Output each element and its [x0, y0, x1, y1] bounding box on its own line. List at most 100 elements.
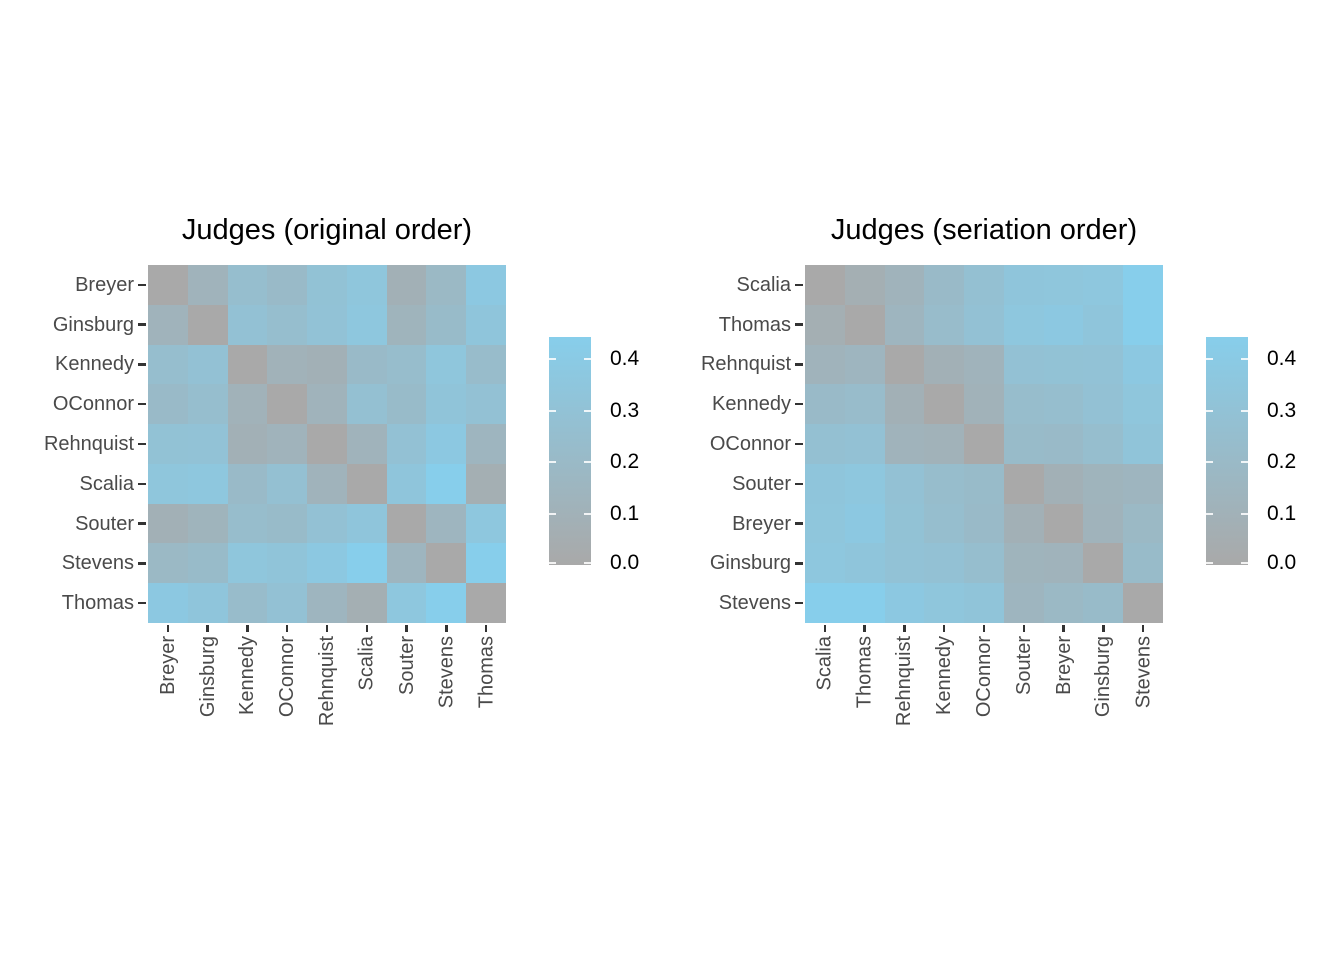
x-axis-label: OConnor: [973, 636, 995, 718]
x-axis-tick: [823, 625, 827, 632]
y-axis-tick: [138, 482, 146, 486]
y-axis-label: Kennedy: [712, 393, 791, 416]
heatmap-cell: [387, 464, 426, 504]
heatmap-cell: [188, 504, 228, 543]
heatmap-cell: [466, 504, 506, 543]
heatmap-cell: [347, 464, 387, 504]
heatmap-cell: [267, 305, 307, 345]
heatmap-cell: [387, 543, 426, 583]
heatmap-cell: [387, 305, 426, 345]
colorbar-tick: [1241, 358, 1248, 360]
heatmap-cell: [1083, 305, 1123, 345]
heatmap-cell: [307, 265, 347, 305]
y-axis-tick: [795, 522, 803, 525]
heatmap-cell: [228, 464, 267, 504]
heatmap-cell: [228, 265, 267, 305]
colorbar-tick: [584, 562, 591, 564]
x-axis-label: Scalia: [355, 636, 378, 691]
x-axis-label: Stevens: [1132, 636, 1155, 709]
x-axis-label: Thomas: [475, 636, 498, 709]
heatmap-cell: [805, 583, 845, 623]
heatmap-cell: [307, 345, 347, 384]
heatmap-cell: [885, 464, 924, 504]
y-axis-tick: [795, 323, 803, 326]
heatmap-cell: [188, 384, 228, 424]
heatmap-cell: [885, 345, 924, 384]
heatmap-cell: [228, 504, 267, 543]
heatmap-cell: [426, 464, 466, 504]
y-axis-label: OConnor: [52, 393, 134, 416]
x-axis-tick: [942, 625, 946, 632]
heatmap-cell: [466, 543, 506, 583]
y-axis-tick: [138, 402, 146, 406]
heatmap-cell: [267, 543, 307, 583]
heatmap-cell: [148, 504, 188, 543]
colorbar-tick: [1206, 562, 1213, 564]
heatmap-cell: [188, 305, 228, 345]
x-axis-label: Rehnquist: [893, 636, 916, 727]
heatmap-cell: [885, 305, 924, 345]
heatmap-original-order: [148, 265, 506, 623]
heatmap-cell: [188, 583, 228, 623]
heatmap-cell: [426, 504, 466, 543]
heatmap-cell: [1044, 305, 1083, 345]
x-axis-label: Kennedy: [933, 636, 956, 715]
heatmap-cell: [805, 265, 845, 305]
heatmap-cell: [267, 424, 307, 464]
colorbar-tick: [1206, 512, 1213, 515]
y-axis-label: Stevens: [61, 552, 134, 575]
heatmap-cell: [426, 424, 466, 464]
heatmap-cell: [845, 305, 885, 345]
heatmap-cell: [1004, 345, 1044, 384]
colorbar-tick-label: 0.1: [1267, 501, 1297, 525]
heatmap-cell: [426, 345, 466, 384]
heatmap-cell: [426, 543, 466, 583]
heatmap-cell: [228, 384, 267, 424]
heatmap-cell: [845, 424, 885, 464]
x-axis-label: Rehnquist: [316, 636, 338, 727]
heatmap-cell: [188, 543, 228, 583]
heatmap-cell: [924, 504, 964, 543]
y-axis-label: Thomas: [61, 592, 134, 615]
heatmap-cell: [347, 424, 387, 464]
x-axis-tick: [1022, 625, 1026, 632]
heatmap-cell: [1004, 504, 1044, 543]
colorbar-tick: [1241, 409, 1248, 412]
heatmap-cell: [228, 424, 267, 464]
y-axis-tick: [795, 283, 803, 287]
heatmap-cell: [885, 583, 924, 623]
heatmap-cell: [885, 543, 924, 583]
y-axis-label: Souter: [732, 472, 791, 495]
heatmap-cell: [347, 265, 387, 305]
heatmap-cell: [148, 265, 188, 305]
heatmap-cell: [1123, 504, 1163, 543]
colorbar-legend: [1206, 337, 1248, 565]
heatmap-cell: [466, 464, 506, 504]
colorbar-tick-label: 0.2: [610, 450, 640, 473]
heatmap-seriation-order: [805, 265, 1163, 623]
heatmap-cell: [964, 583, 1004, 623]
heatmap-cell: [267, 384, 307, 424]
heatmap-cell: [307, 543, 347, 583]
heatmap-cell: [1123, 265, 1163, 305]
heatmap-cell: [307, 504, 347, 543]
y-axis-label: Rehnquist: [43, 433, 134, 455]
x-axis-label: Souter: [1012, 636, 1035, 695]
heatmap-cell: [267, 265, 307, 305]
heatmap-cell: [845, 384, 885, 424]
colorbar-tick-label: 0.1: [610, 501, 640, 525]
heatmap-cell: [1083, 543, 1123, 583]
y-axis-label: Ginsburg: [52, 313, 134, 336]
heatmap-cell: [1083, 424, 1123, 464]
heatmap-cell: [1083, 464, 1123, 504]
heatmap-cell: [1123, 464, 1163, 504]
x-axis-tick: [1141, 625, 1145, 632]
heatmap-cell: [347, 583, 387, 623]
heatmap-cell: [188, 464, 228, 504]
heatmap-cell: [267, 345, 307, 384]
y-axis-tick: [138, 323, 146, 326]
heatmap-cell: [1044, 424, 1083, 464]
heatmap-cell: [228, 583, 267, 623]
colorbar-tick-label: 0.3: [610, 398, 640, 422]
